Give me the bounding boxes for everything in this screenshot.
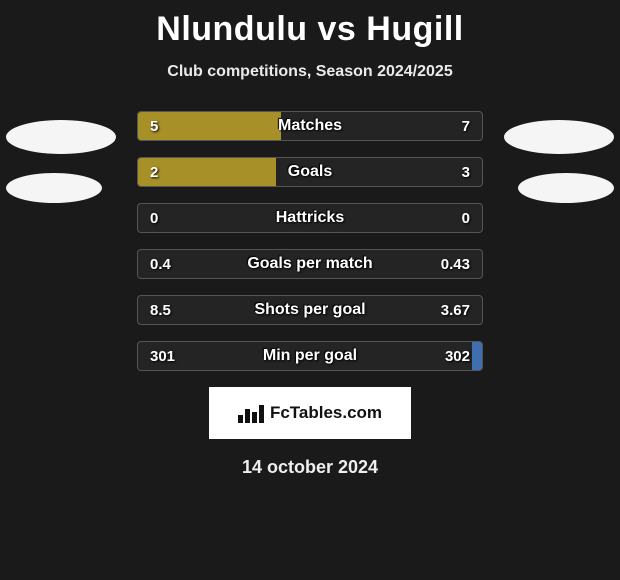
bar-left <box>138 158 276 186</box>
player-right-name: Hugill <box>366 10 463 48</box>
bar-chart-icon <box>238 403 264 423</box>
stat-value-right: 3.67 <box>441 296 470 324</box>
stat-value-left: 0 <box>150 204 158 232</box>
stat-value-right: 3 <box>462 158 470 186</box>
stat-label: Goals per match <box>138 250 482 278</box>
player-left-name: Nlundulu <box>156 10 307 48</box>
stat-label: Shots per goal <box>138 296 482 324</box>
page-title: Nlundulu vs Hugill <box>0 0 620 49</box>
player-left-avatar-2 <box>6 173 102 203</box>
stat-value-right: 7 <box>462 112 470 140</box>
stat-value-right: 0.43 <box>441 250 470 278</box>
player-right-avatar-2 <box>518 173 614 203</box>
title-vs: vs <box>318 10 357 48</box>
brand-badge: FcTables.com <box>209 387 411 439</box>
stat-value-right: 302 <box>445 342 470 370</box>
subtitle: Club competitions, Season 2024/2025 <box>0 63 620 81</box>
stat-row: 0.4 0.43Goals per match <box>137 249 483 279</box>
player-left-avatar <box>6 120 116 154</box>
date-text: 14 october 2024 <box>0 457 620 478</box>
stat-value-left: 8.5 <box>150 296 171 324</box>
stat-value-left: 301 <box>150 342 175 370</box>
bar-left <box>138 112 281 140</box>
player-right-avatar <box>504 120 614 154</box>
brand-text: FcTables.com <box>270 403 382 423</box>
stat-label: Hattricks <box>138 204 482 232</box>
stat-row: 301 302Min per goal <box>137 341 483 371</box>
stat-row: 0 0Hattricks <box>137 203 483 233</box>
stat-row: 8.5 3.67Shots per goal <box>137 295 483 325</box>
stat-value-right: 0 <box>462 204 470 232</box>
stat-value-left: 0.4 <box>150 250 171 278</box>
stat-row: 23Goals <box>137 157 483 187</box>
stat-row: 57Matches <box>137 111 483 141</box>
stat-label: Min per goal <box>138 342 482 370</box>
bar-right <box>472 342 482 370</box>
